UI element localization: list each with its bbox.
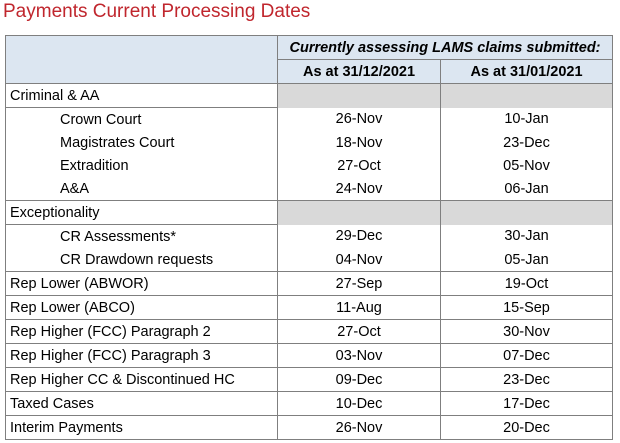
row-label: Rep Lower (ABCO) [5,295,278,320]
row-value-col2: 23-Dec [440,367,613,392]
row-value-col2: 06-Jan [440,177,613,201]
row-value-col1: 27-Oct [277,319,441,344]
row-label: A&A [5,177,278,201]
row-value-col1 [277,83,441,108]
row-label: Rep Lower (ABWOR) [5,271,278,296]
row-value-col2: 05-Nov [440,154,613,177]
table-row: Rep Lower (ABCO) 11-Aug 15-Sep [5,295,613,320]
table-row: Magistrates Court 18-Nov 23-Dec [5,131,613,154]
row-value-col2: 23-Dec [440,131,613,154]
row-value-col1: 04-Nov [277,248,441,272]
row-value-col2: 17-Dec [440,391,613,416]
page-title: Payments Current Processing Dates [3,1,311,22]
row-value-col1: 29-Dec [277,224,441,248]
row-value-col2: 19-Oct [440,271,613,296]
table-row: Rep Lower (ABWOR) 27-Sep 19-Oct [5,271,613,296]
table-row: Crown Court 26-Nov 10-Jan [5,107,613,131]
row-value-col1: 27-Oct [277,154,441,177]
row-label: Exceptionality [5,200,278,225]
row-label: Crown Court [5,107,278,131]
header-blank-cell [5,35,278,84]
row-label: Extradition [5,154,278,177]
row-value-col2: 05-Jan [440,248,613,272]
column-header-1: As at 31/12/2021 [277,59,441,84]
table-row: Rep Higher CC & Discontinued HC 09-Dec 23-… [5,367,613,392]
row-value-col2 [440,200,613,225]
table-row: CR Drawdown requests 04-Nov 05-Jan [5,248,613,272]
row-value-col2: 10-Jan [440,107,613,131]
row-value-col2: 30-Jan [440,224,613,248]
row-label: Magistrates Court [5,131,278,154]
table-row: A&A 24-Nov 06-Jan [5,177,613,201]
table-row: Interim Payments 26-Nov 20-Dec [5,415,613,440]
row-label: Interim Payments [5,415,278,440]
row-value-col1: 03-Nov [277,343,441,368]
column-header-2: As at 31/01/2021 [440,59,613,84]
table-row: Extradition 27-Oct 05-Nov [5,154,613,177]
row-label: Rep Higher CC & Discontinued HC [5,367,278,392]
row-label: Criminal & AA [5,83,278,108]
row-label: CR Drawdown requests [5,248,278,272]
row-value-col1: 09-Dec [277,367,441,392]
table-row: Exceptionality [5,200,613,225]
row-value-col2: 20-Dec [440,415,613,440]
row-value-col2: 07-Dec [440,343,613,368]
header-row-dates: As at 31/12/2021 As at 31/01/2021 [6,59,613,84]
row-value-col1: 11-Aug [277,295,441,320]
row-label: Rep Higher (FCC) Paragraph 2 [5,319,278,344]
row-value-col1 [277,200,441,225]
row-value-col1: 27-Sep [277,271,441,296]
row-value-col1: 18-Nov [277,131,441,154]
header-caption: Currently assessing LAMS claims submitte… [277,35,613,60]
table-row: Taxed Cases 10-Dec 17-Dec [5,391,613,416]
table-row: Rep Higher (FCC) Paragraph 2 27-Oct 30-Nov [5,319,613,344]
row-value-col2 [440,83,613,108]
row-label: Taxed Cases [5,391,278,416]
row-value-col1: 26-Nov [277,107,441,131]
table-row: Criminal & AA [5,83,613,108]
row-label: Rep Higher (FCC) Paragraph 3 [5,343,278,368]
row-value-col2: 30-Nov [440,319,613,344]
row-value-col1: 24-Nov [277,177,441,201]
row-value-col1: 26-Nov [277,415,441,440]
header-row-caption: Currently assessing LAMS claims submitte… [5,35,613,84]
table-row: CR Assessments* 29-Dec 30-Jan [5,224,613,248]
row-label: CR Assessments* [5,224,278,248]
row-value-col2: 15-Sep [440,295,613,320]
table-row: Rep Higher (FCC) Paragraph 3 03-Nov 07-Dec [5,343,613,368]
processing-dates-table: Currently assessing LAMS claims submitte… [5,35,613,440]
row-value-col1: 10-Dec [277,391,441,416]
